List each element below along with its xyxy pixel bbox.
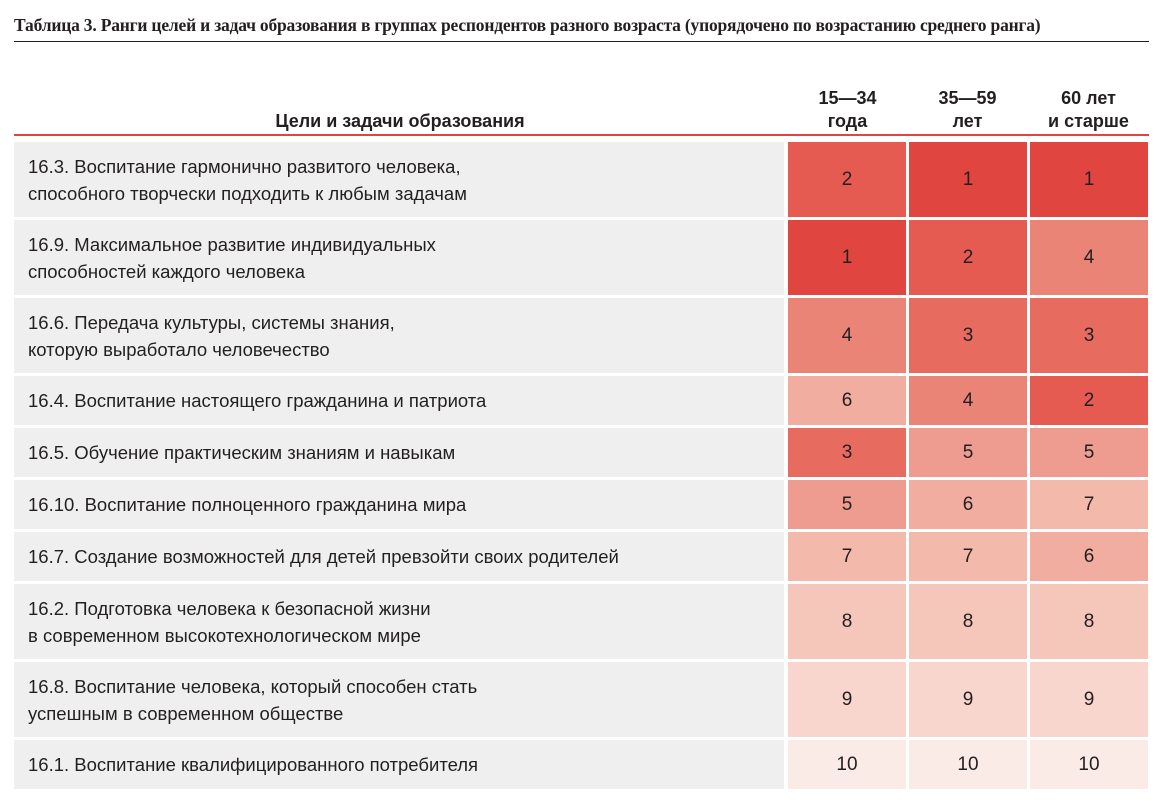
goal-cell: 16.2. Подготовка человека к безопасной ж… — [14, 584, 784, 659]
rank-cell: 5 — [909, 428, 1027, 477]
rank-cell: 9 — [909, 662, 1027, 737]
rank-cell: 2 — [788, 142, 906, 217]
goal-cell: 16.1. Воспитание квалифицированного потр… — [14, 740, 784, 789]
rank-cell: 8 — [788, 584, 906, 659]
goal-label: 16.3. Воспитание гармонично развитого че… — [28, 155, 467, 204]
rank-cell: 9 — [1030, 662, 1148, 737]
rank-cell: 3 — [788, 428, 906, 477]
rank-cell: 8 — [909, 584, 1027, 659]
rank-cell: 8 — [1030, 584, 1148, 659]
table-row: 16.9. Максимальное развитие индивидуальн… — [14, 220, 1149, 295]
rank-cell: 6 — [909, 480, 1027, 529]
table-caption: Таблица 3. Ранги целей и задач образован… — [14, 15, 1041, 35]
header-age-35-59-line2: лет — [952, 111, 983, 131]
rank-cell: 10 — [788, 740, 906, 789]
goal-cell: 16.10. Воспитание полноценного гражданин… — [14, 480, 784, 529]
header-age-60-plus: 60 лет и старше — [1029, 87, 1148, 133]
goal-cell: 16.9. Максимальное развитие индивидуальн… — [14, 220, 784, 295]
rank-cell: 2 — [909, 220, 1027, 295]
goal-cell: 16.5. Обучение практическим знаниям и на… — [14, 428, 784, 477]
goal-label: 16.2. Подготовка человека к безопасной ж… — [28, 597, 431, 646]
goal-cell: 16.7. Создание возможностей для детей пр… — [14, 532, 784, 581]
rank-cell: 4 — [1030, 220, 1148, 295]
goal-cell: 16.4. Воспитание настоящего гражданина и… — [14, 376, 784, 425]
rank-cell: 3 — [1030, 298, 1148, 373]
table-row: 16.1. Воспитание квалифицированного потр… — [14, 740, 1149, 789]
rank-cell: 10 — [909, 740, 1027, 789]
table-row: 16.6. Передача культуры, системы знания,… — [14, 298, 1149, 373]
rank-cell: 1 — [909, 142, 1027, 217]
table-row: 16.8. Воспитание человека, который спосо… — [14, 662, 1149, 737]
header-goals: Цели и задачи образования — [275, 111, 525, 131]
table-row: 16.7. Создание возможностей для детей пр… — [14, 532, 1149, 581]
goal-label: 16.10. Воспитание полноценного гражданин… — [28, 494, 467, 515]
rank-cell: 5 — [1030, 428, 1148, 477]
table-body: 16.3. Воспитание гармонично развитого че… — [14, 142, 1149, 792]
goal-label: 16.7. Создание возможностей для детей пр… — [28, 546, 619, 567]
goal-label: 16.8. Воспитание человека, который спосо… — [28, 675, 478, 724]
rank-cell: 5 — [788, 480, 906, 529]
header-age-15-34-line2: года — [827, 111, 868, 131]
goal-label: 16.9. Максимальное развитие индивидуальн… — [28, 233, 436, 282]
table-row: 16.4. Воспитание настоящего гражданина и… — [14, 376, 1149, 425]
rank-cell: 1 — [788, 220, 906, 295]
header-age-60-plus-line1: 60 лет — [1061, 88, 1116, 108]
rank-cell: 4 — [788, 298, 906, 373]
header-age-15-34-line1: 15—34 — [818, 88, 877, 108]
rank-cell: 7 — [909, 532, 1027, 581]
header-age-35-59-line1: 35—59 — [938, 88, 997, 108]
table-row: 16.3. Воспитание гармонично развитого че… — [14, 142, 1149, 217]
table-row: 16.2. Подготовка человека к безопасной ж… — [14, 584, 1149, 659]
goal-label: 16.6. Передача культуры, системы знания,… — [28, 311, 395, 360]
header-age-60-plus-line2: и старше — [1048, 111, 1129, 131]
header-age-15-34: 15—34 года — [788, 87, 907, 133]
caption-divider — [14, 41, 1149, 42]
goal-cell: 16.8. Воспитание человека, который спосо… — [14, 662, 784, 737]
table-row: 16.5. Обучение практическим знаниям и на… — [14, 428, 1149, 477]
goal-cell: 16.3. Воспитание гармонично развитого че… — [14, 142, 784, 217]
header-divider — [14, 134, 1149, 136]
goal-label: 16.4. Воспитание настоящего гражданина и… — [28, 390, 487, 411]
goal-cell: 16.6. Передача культуры, системы знания,… — [14, 298, 784, 373]
rank-cell: 4 — [909, 376, 1027, 425]
rank-cell: 3 — [909, 298, 1027, 373]
rank-cell: 1 — [1030, 142, 1148, 217]
rank-cell: 10 — [1030, 740, 1148, 789]
goal-label: 16.5. Обучение практическим знаниям и на… — [28, 442, 456, 463]
rank-cell: 2 — [1030, 376, 1148, 425]
rank-cell: 6 — [1030, 532, 1148, 581]
rank-cell: 6 — [788, 376, 906, 425]
rank-cell: 9 — [788, 662, 906, 737]
rank-cell: 7 — [788, 532, 906, 581]
header-age-35-59: 35—59 лет — [908, 87, 1027, 133]
table-row: 16.10. Воспитание полноценного гражданин… — [14, 480, 1149, 529]
goal-label: 16.1. Воспитание квалифицированного потр… — [28, 754, 479, 775]
rank-cell: 7 — [1030, 480, 1148, 529]
